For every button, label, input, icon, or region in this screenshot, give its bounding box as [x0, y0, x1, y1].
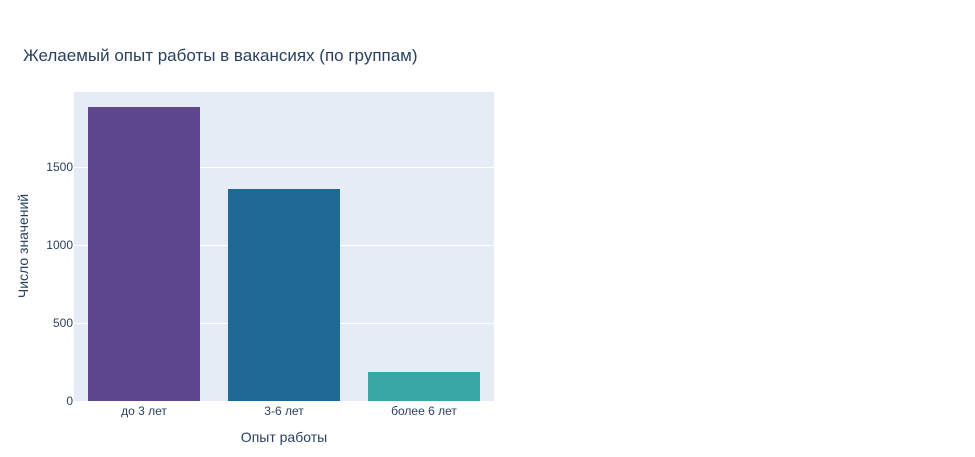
bar[interactable] [88, 106, 200, 401]
x-tick-label: до 3 лет [121, 404, 167, 418]
gridline [74, 167, 494, 169]
x-axis-label: Опыт работы [240, 429, 328, 445]
chart-title: Желаемый опыт работы в вакансиях (по гру… [23, 46, 418, 65]
bar[interactable] [368, 371, 480, 401]
y-tick-label: 1000 [46, 238, 73, 253]
y-tick-label: 500 [52, 316, 73, 330]
y-tick-label: 0 [66, 394, 73, 408]
bar[interactable] [228, 189, 340, 401]
x-tick-label: более 6 лет [391, 404, 457, 418]
plot-area [74, 92, 494, 401]
y-axis-label: Число значений [15, 193, 31, 299]
y-tick-label: 1500 [46, 160, 73, 175]
x-tick-label: 3-6 лет [264, 404, 304, 418]
